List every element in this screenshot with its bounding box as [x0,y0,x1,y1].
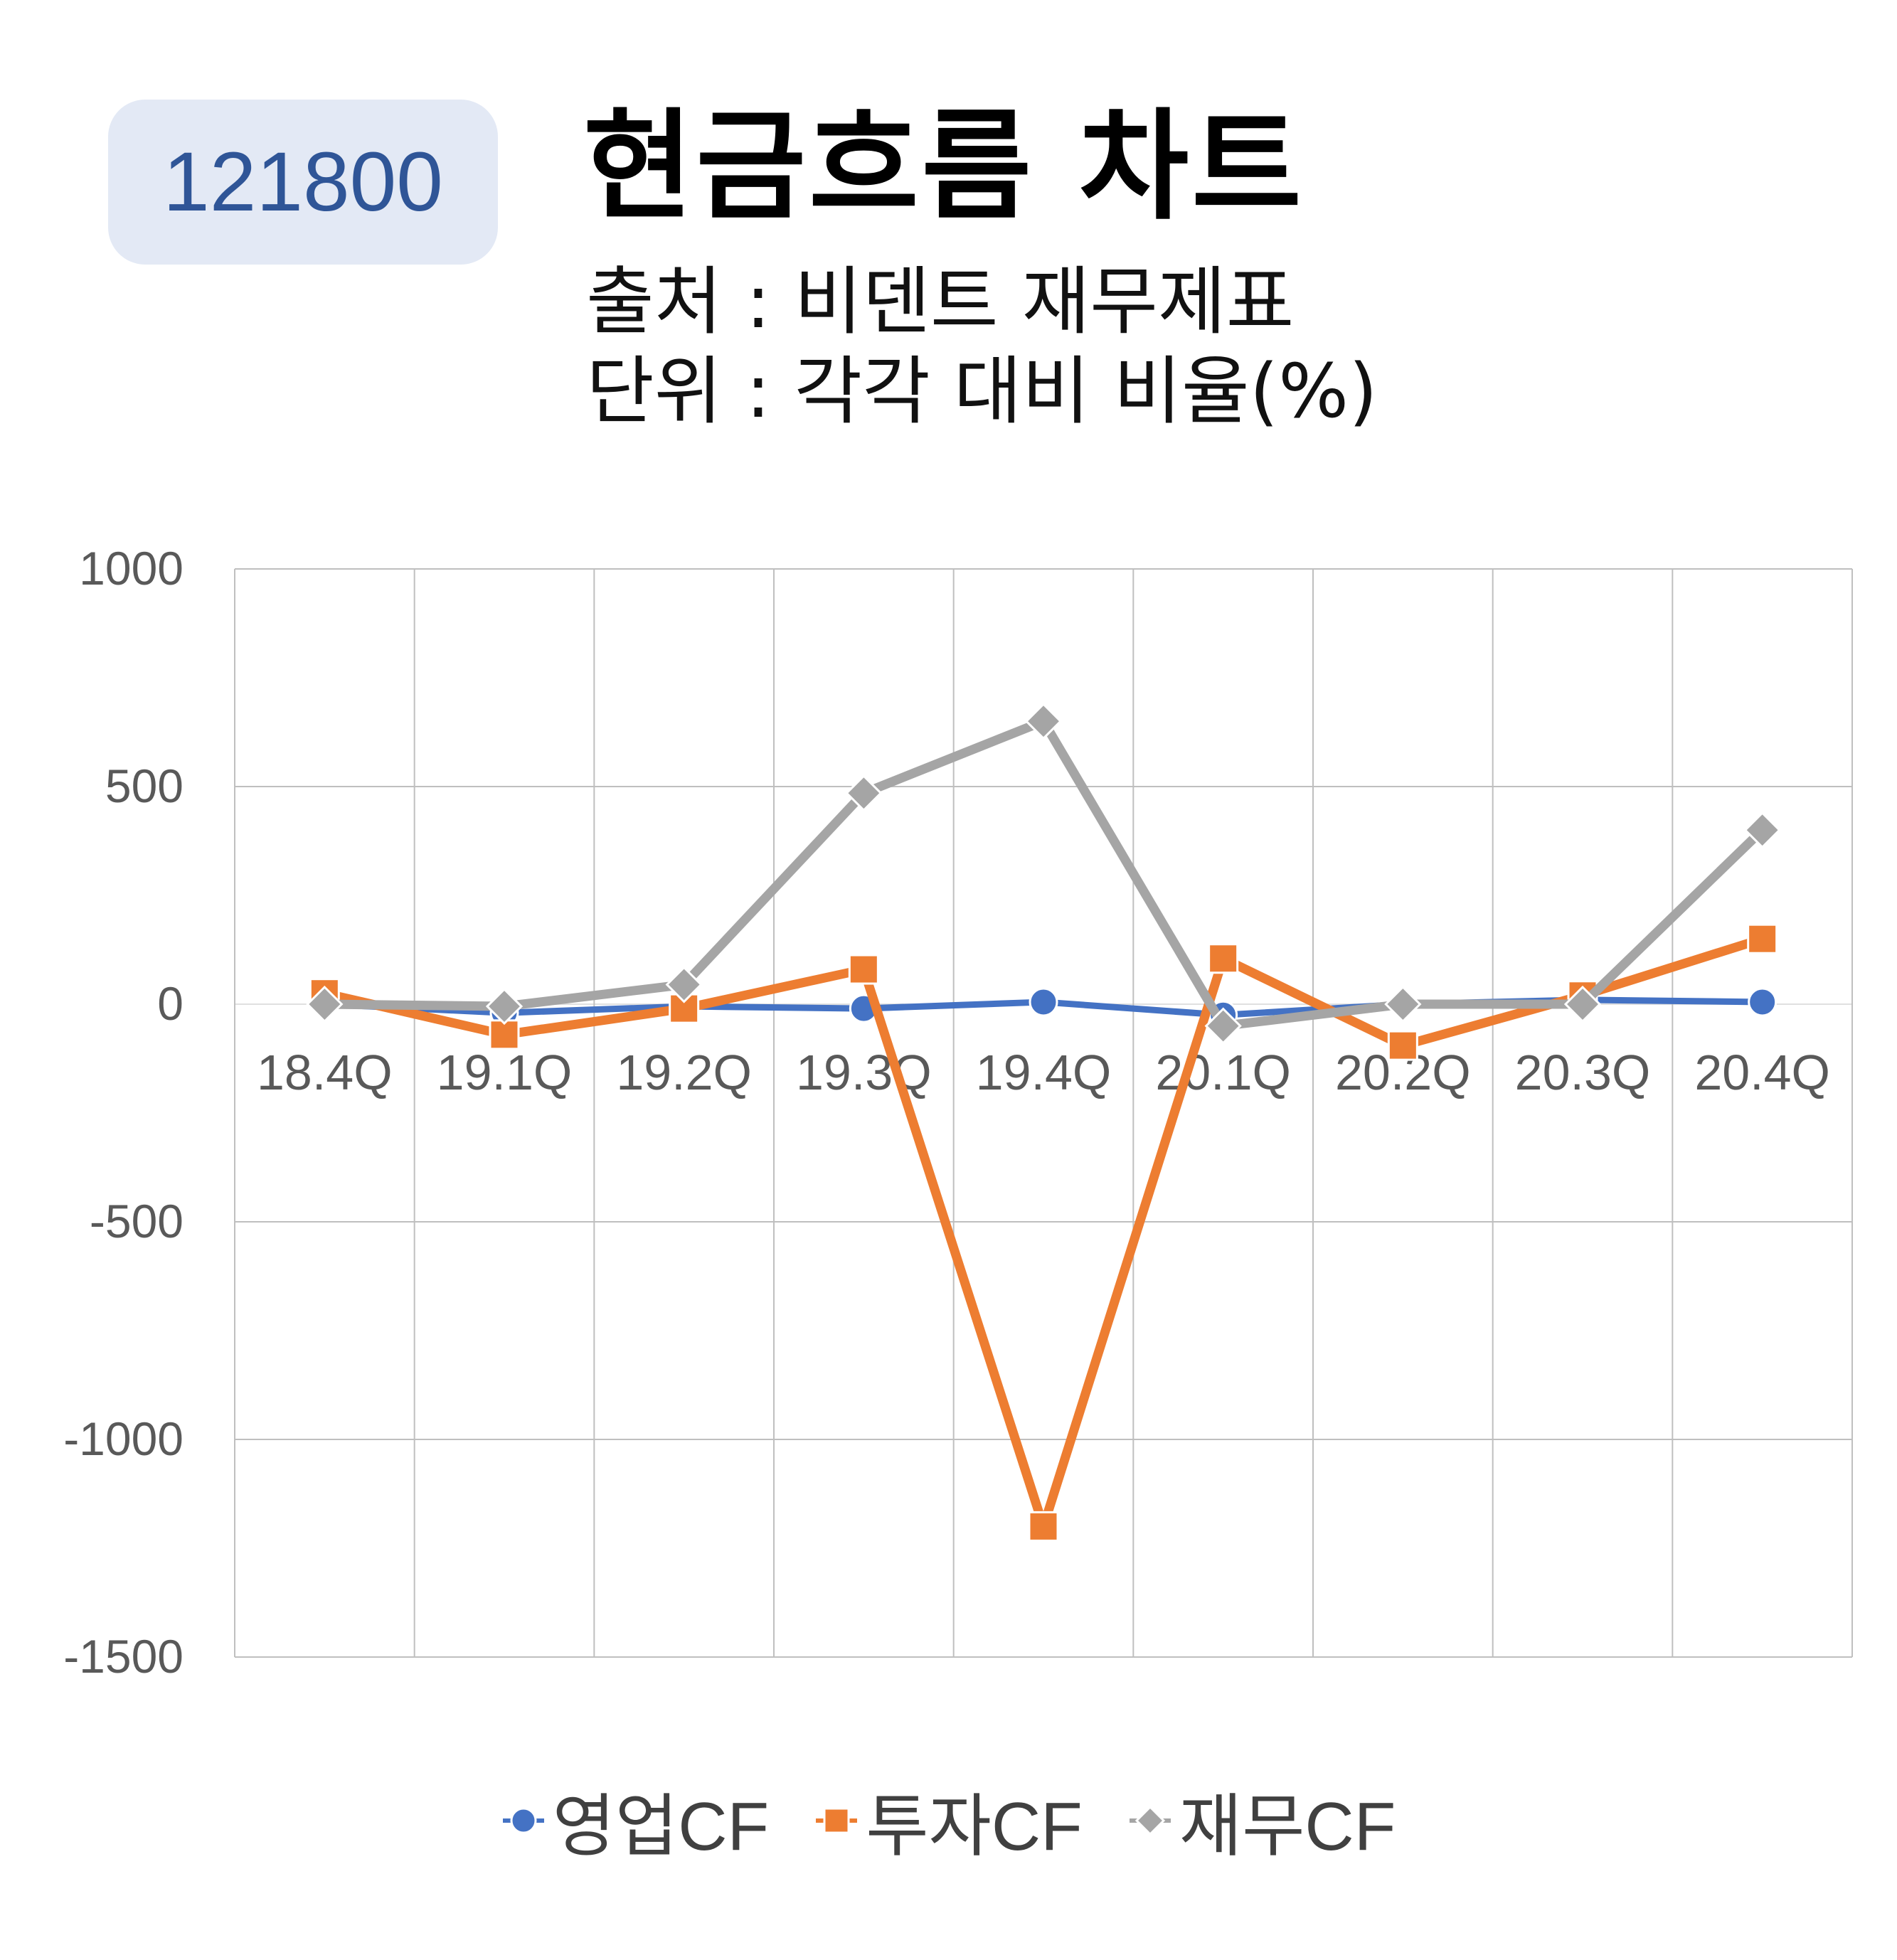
chart-legend: 영업CF 투자CF 재무CF [0,1771,1897,1870]
data-point-diamond [845,774,883,812]
x-tick-label: 20.3Q [1515,1045,1651,1100]
data-point-diamond [485,987,524,1026]
data-point-circle [1748,987,1778,1017]
y-tick-label: 0 [157,977,184,1030]
y-tick-label: -1500 [63,1630,184,1683]
data-point-square [1747,923,1778,954]
series-line-2 [319,934,1768,1531]
x-tick-label: 19.4Q [976,1045,1112,1100]
cashflow-line-chart: 1000 500 0 -500 -1000 -1500 18.4Q 19.1Q 19.2Q 19.… [63,542,1853,1683]
legend-label-financing: 재무CF [1179,1789,1396,1865]
source-note: 출처 : 비덴트 재무제표 [586,258,1295,345]
x-tick-label: 20.1Q [1155,1045,1291,1100]
legend-diamond-marker-icon [1129,1806,1171,1835]
legend-item-operating: 영업CF [501,1771,770,1870]
y-tick-label: 1000 [79,542,184,595]
x-tick-label: 19.1Q [437,1045,573,1100]
legend-circle-marker-icon [502,1807,544,1833]
y-tick-label: -500 [90,1195,184,1247]
legend-label-investing: 투자CF [866,1789,1083,1865]
data-point-circle [1029,987,1058,1017]
data-point-square [848,954,879,985]
legend-item-financing: 재무CF [1128,1771,1396,1870]
unit-note: 단위 : 각각 대비 비율(%) [586,348,1378,435]
y-tick-label: 500 [105,760,184,812]
x-tick-label: 19.2Q [616,1045,752,1100]
legend-item-investing: 투자CF [814,1771,1083,1870]
chart-title: 현금흐름 차트 [583,97,1304,236]
x-tick-label: 19.3Q [796,1045,932,1100]
legend-label-operating: 영업CF [552,1789,770,1865]
data-point-diamond [1204,1007,1242,1045]
data-point-square [1387,1030,1418,1061]
data-point-diamond [1563,985,1602,1023]
data-point-diamond [1024,703,1063,740]
x-tick-label: 20.4Q [1694,1045,1830,1100]
data-point-square [1208,943,1239,974]
data-point-square [489,1019,520,1050]
stock-code-badge: 121800 [108,100,498,265]
series-line-3 [319,716,1768,1031]
x-tick-label: 18.4Q [257,1045,393,1100]
data-point-diamond [1384,985,1422,1023]
y-tick-label: -1000 [63,1412,184,1465]
data-point-diamond [665,966,703,1003]
data-point-diamond [1743,811,1781,849]
data-point-diamond [306,985,344,1023]
legend-square-marker-icon [816,1807,858,1833]
stock-code: 121800 [163,135,443,229]
data-point-square [1028,1511,1059,1542]
